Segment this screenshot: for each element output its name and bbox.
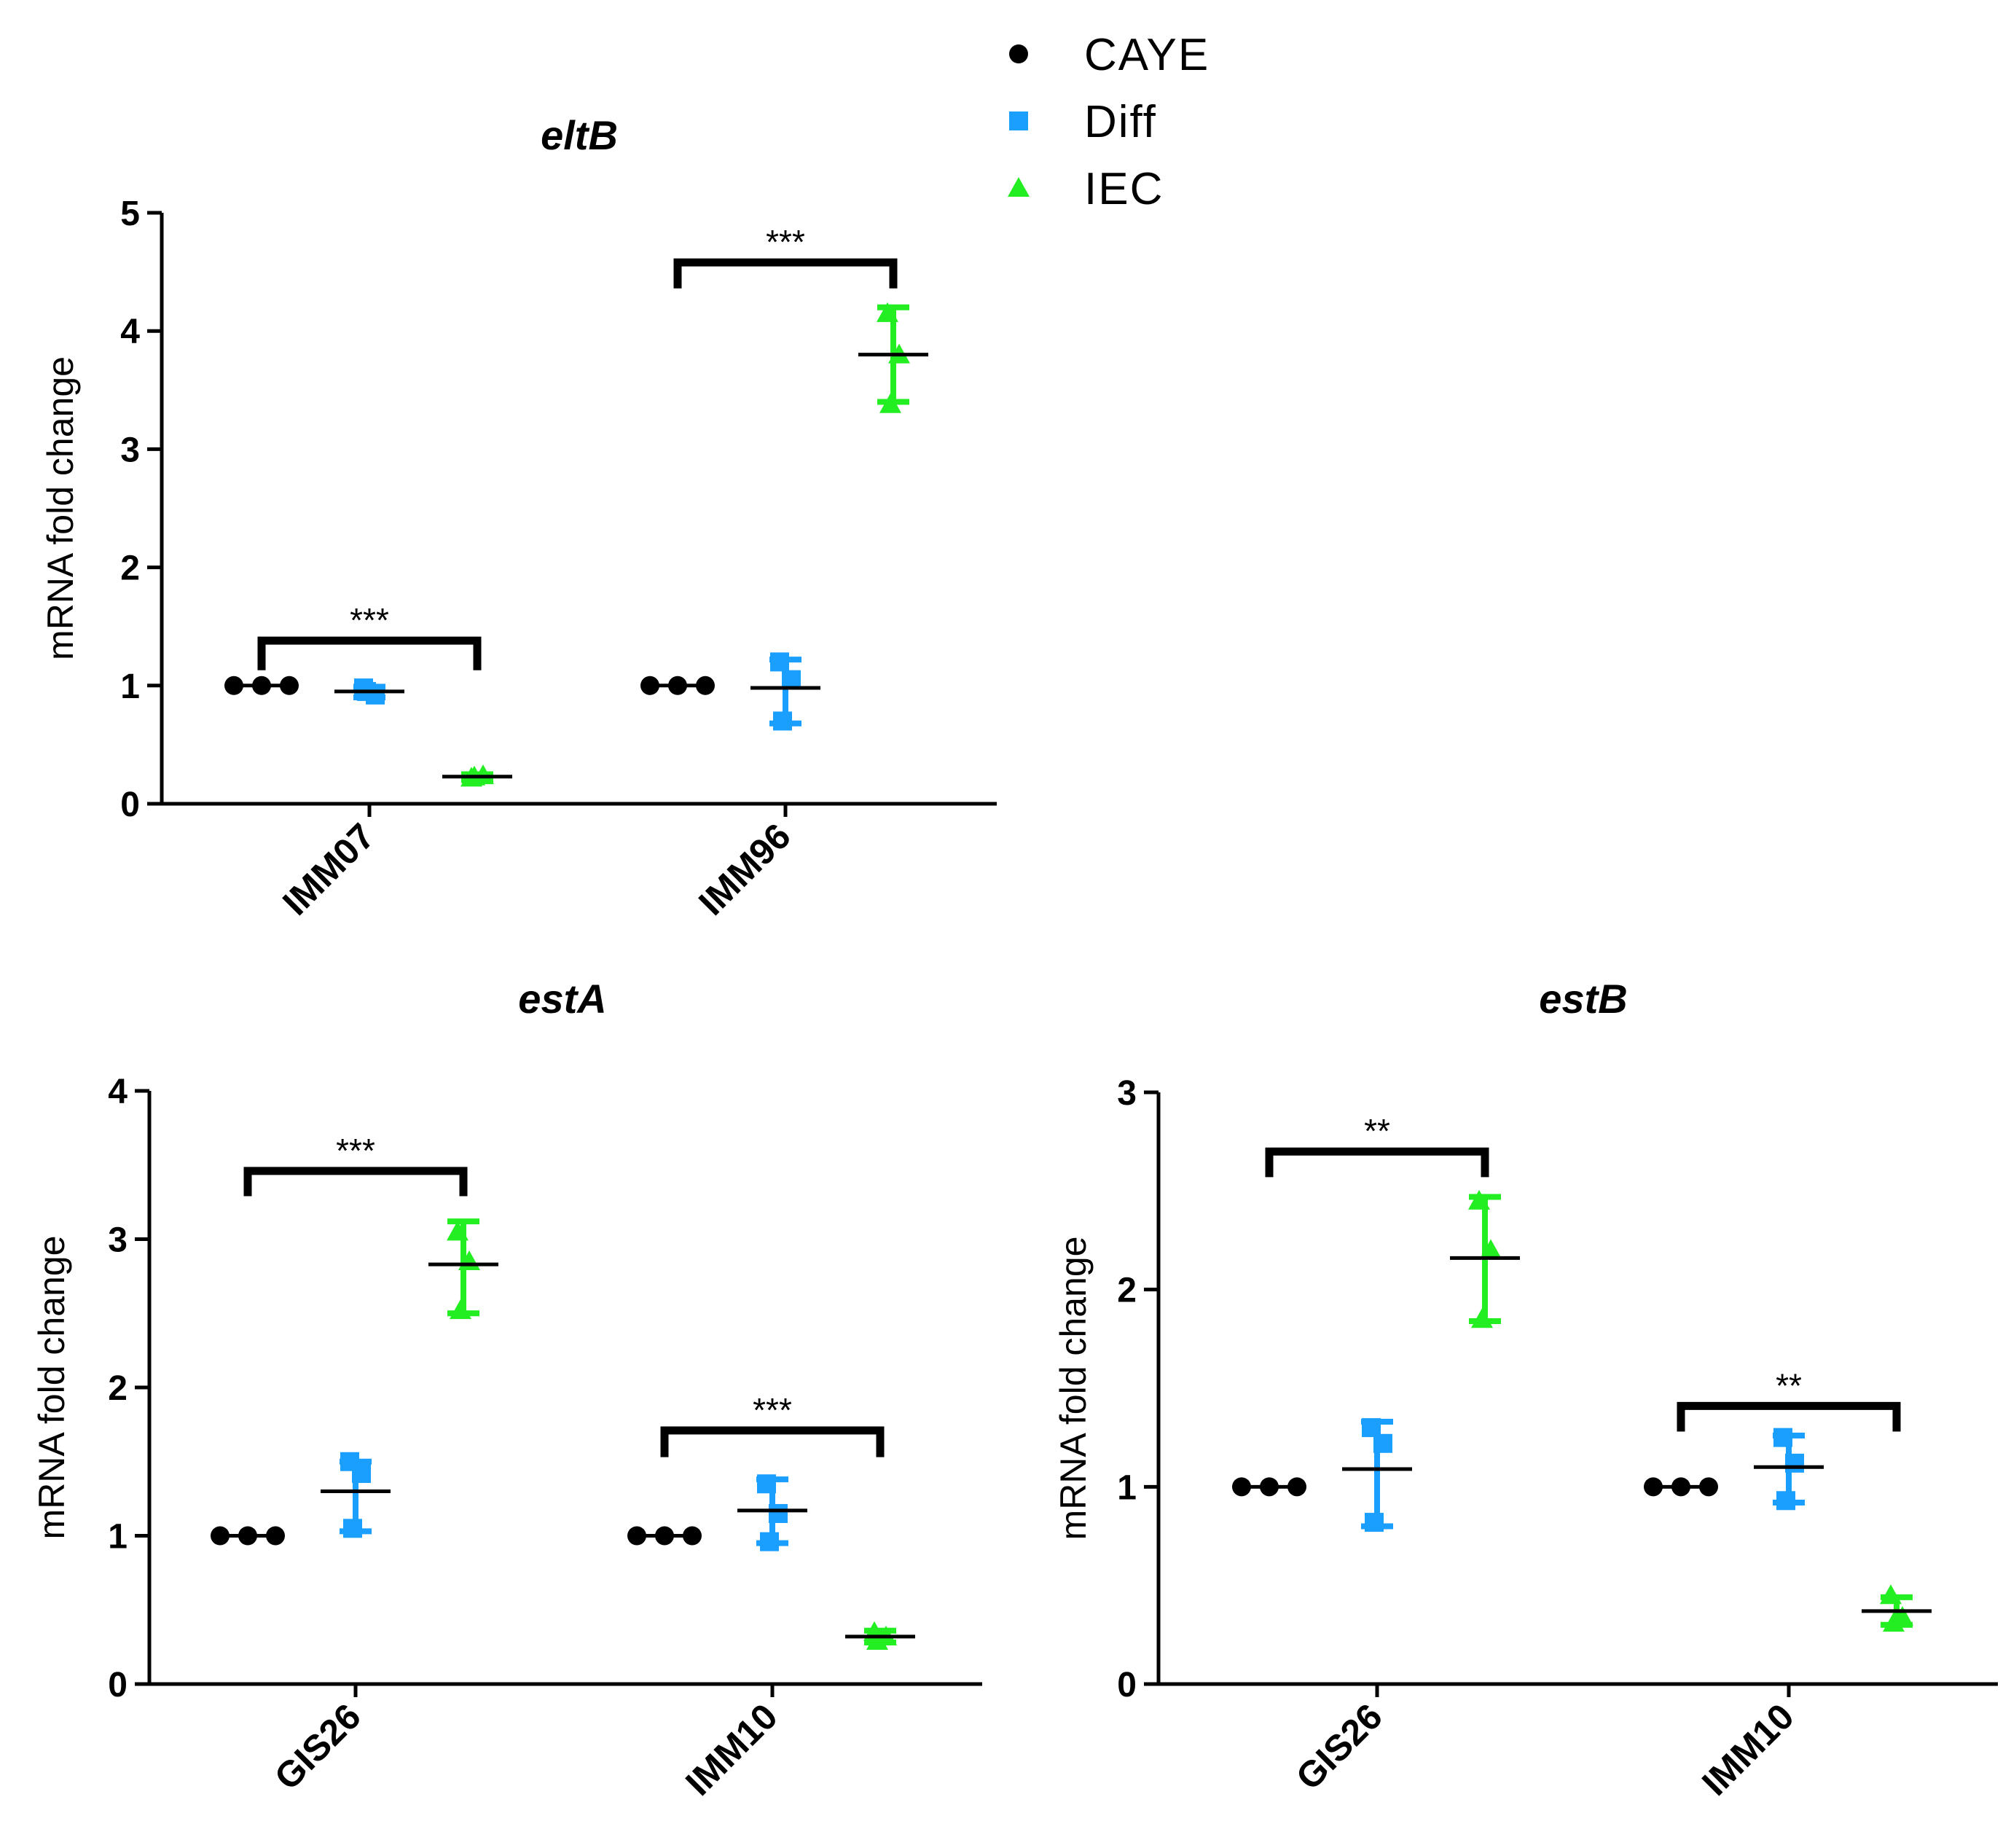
legend-marker-diff bbox=[1009, 111, 1028, 130]
legend-label-diff: Diff bbox=[1084, 97, 1157, 147]
significance-bracket bbox=[660, 1426, 885, 1457]
y-tick-label: 2 bbox=[108, 1369, 128, 1408]
significance-bracket bbox=[1677, 1401, 1901, 1432]
panel-esta: estA mRNA fold change 0 1 2 3 4 GIS26 IMM10 *** **… bbox=[31, 976, 982, 1804]
significance-label: *** bbox=[336, 1132, 375, 1170]
data-point-iec bbox=[447, 1221, 469, 1241]
y-tick-label: 3 bbox=[108, 1221, 128, 1260]
y-tick-label: 4 bbox=[120, 313, 140, 351]
legend-marker-caye bbox=[1009, 44, 1028, 63]
y-axis-label: mRNA fold change bbox=[31, 1236, 72, 1540]
data-point-diff bbox=[1773, 1428, 1792, 1447]
y-axis-label: mRNA fold change bbox=[40, 356, 81, 660]
y-axis-label: mRNA fold change bbox=[1053, 1237, 1094, 1540]
data-point-diff bbox=[760, 1532, 779, 1551]
data-point-iec bbox=[1480, 1239, 1502, 1259]
significance-bracket bbox=[1265, 1147, 1489, 1178]
y-tick-label: 5 bbox=[120, 195, 140, 233]
legend-marker-iec bbox=[1008, 177, 1030, 197]
data-point-diff bbox=[769, 1503, 788, 1523]
data-point-iec bbox=[877, 302, 898, 322]
data-point-diff bbox=[343, 1519, 362, 1538]
significance-bracket bbox=[673, 258, 898, 289]
significance-label: ** bbox=[1364, 1112, 1390, 1150]
data-point-iec bbox=[879, 393, 901, 413]
y-tick-label: 0 bbox=[108, 1666, 128, 1704]
data-point-diff bbox=[1373, 1433, 1392, 1453]
data-point-diff bbox=[352, 1464, 371, 1484]
y-tick-label: 1 bbox=[1117, 1468, 1137, 1507]
chart-title: estB bbox=[1539, 976, 1627, 1022]
data-point-iec bbox=[1468, 1189, 1490, 1210]
x-category-label: IMM10 bbox=[1694, 1696, 1802, 1804]
legend: CAYE Diff IEC bbox=[1008, 30, 1210, 214]
data-point-iec bbox=[450, 1299, 471, 1320]
data-point-diff bbox=[773, 711, 792, 731]
legend-label-caye: CAYE bbox=[1084, 30, 1210, 80]
x-category-label: IMM96 bbox=[691, 815, 799, 923]
significance-label: *** bbox=[350, 601, 389, 639]
data-point-diff bbox=[1785, 1453, 1804, 1473]
x-category-label: GIS26 bbox=[1288, 1696, 1390, 1798]
y-tick-label: 4 bbox=[108, 1073, 128, 1111]
data-point-diff bbox=[782, 670, 801, 689]
significance-label: *** bbox=[766, 223, 805, 261]
y-tick-label: 1 bbox=[120, 667, 140, 706]
data-point-diff bbox=[1365, 1513, 1384, 1532]
y-tick-label: 2 bbox=[1117, 1272, 1137, 1310]
legend-label-iec: IEC bbox=[1084, 164, 1164, 214]
y-tick-label: 2 bbox=[120, 549, 140, 588]
significance-bracket bbox=[257, 636, 482, 670]
data-point-iec bbox=[1880, 1584, 1902, 1605]
data-point-diff bbox=[1776, 1491, 1795, 1511]
data-point-iec bbox=[1883, 1612, 1905, 1632]
data-point-iec bbox=[1471, 1308, 1493, 1328]
x-category-label: IMM10 bbox=[678, 1696, 785, 1804]
data-point-iec bbox=[866, 1629, 888, 1650]
y-tick-label: 3 bbox=[1117, 1074, 1137, 1113]
significance-label: ** bbox=[1776, 1366, 1802, 1404]
panel-estb: estB mRNA fold change 0 1 2 3 GIS26 IMM10 ** ** bbox=[1053, 976, 1998, 1804]
data-point-diff bbox=[757, 1474, 776, 1494]
x-category-label: IMM07 bbox=[275, 815, 383, 923]
data-point-diff bbox=[770, 652, 789, 672]
panel-eltb: eltB mRNA fold change 0 1 2 3 4 5 IMM07 IMM96 *** *… bbox=[40, 112, 997, 923]
significance-label: *** bbox=[753, 1391, 792, 1429]
y-tick-label: 0 bbox=[1117, 1666, 1137, 1704]
y-tick-label: 0 bbox=[120, 786, 140, 824]
chart-title: eltB bbox=[541, 112, 618, 158]
y-tick-label: 1 bbox=[108, 1518, 128, 1557]
significance-bracket bbox=[243, 1167, 468, 1197]
x-category-label: GIS26 bbox=[267, 1696, 369, 1798]
y-tick-label: 3 bbox=[120, 431, 140, 469]
chart-title: estA bbox=[518, 976, 606, 1022]
